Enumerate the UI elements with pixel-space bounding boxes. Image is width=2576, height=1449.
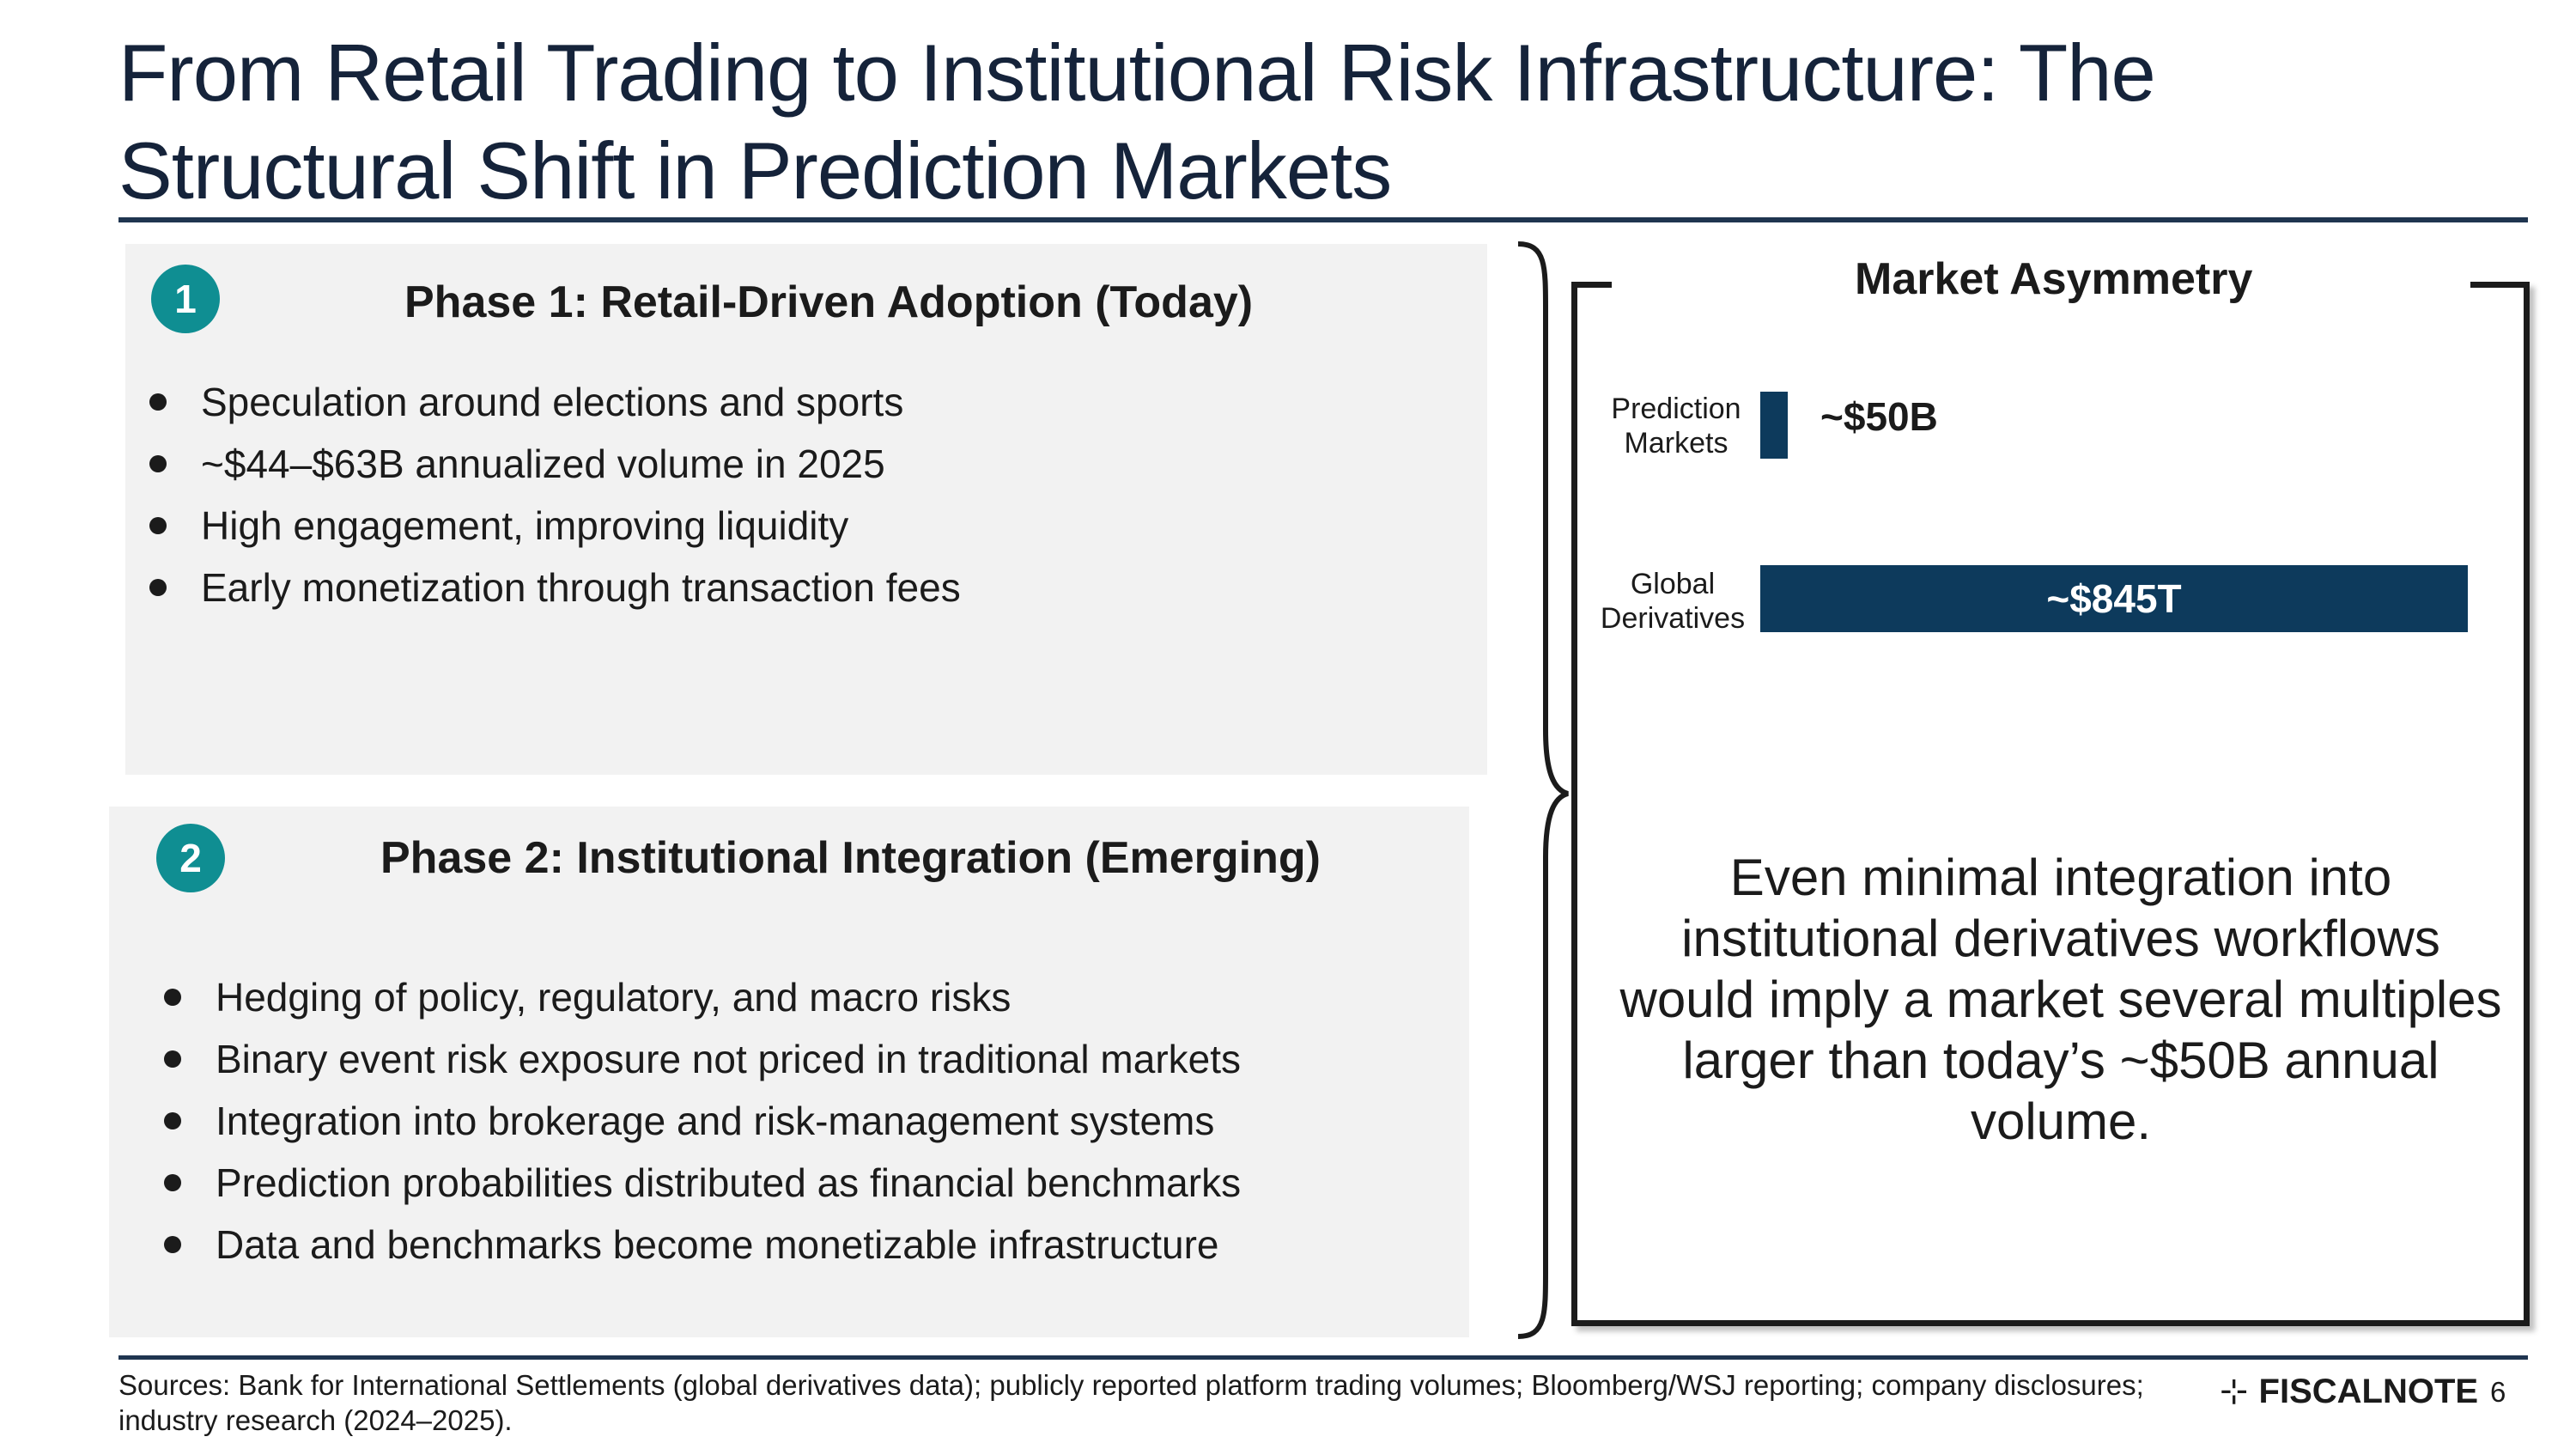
phase1-number-badge: 1 <box>151 265 220 333</box>
bullet-text: High engagement, improving liquidity <box>201 503 849 548</box>
footer-divider <box>118 1355 2528 1360</box>
bullet-text: Speculation around elections and sports <box>201 380 904 424</box>
asymmetry-statement: Even minimal integration into institutio… <box>1619 849 2502 1150</box>
bullet-text: ~$44–$63B annualized volume in 2025 <box>201 441 885 486</box>
bar-global-derivatives <box>1760 565 2468 632</box>
list-item: Prediction probabilities distributed as … <box>159 1152 1241 1214</box>
bullet-icon <box>164 989 181 1006</box>
bar-value-global-derivatives: ~$845T <box>2046 576 2182 621</box>
phase1-bullet-list: Speculation around elections and sports … <box>144 371 961 618</box>
list-item: Hedging of policy, regulatory, and macro… <box>159 966 1241 1028</box>
logo-text: FISCALNOTE <box>2258 1373 2479 1410</box>
page-number: 6 <box>2490 1376 2506 1408</box>
phase2-panel: 2 Phase 2: Institutional Integration (Em… <box>109 807 1469 1337</box>
list-item: Integration into brokerage and risk-mana… <box>159 1090 1241 1152</box>
logo-mark-icon: ⊹ <box>2220 1373 2249 1410</box>
phase1-title: Phase 1: Retail-Driven Adoption (Today) <box>404 277 1254 327</box>
list-item: High engagement, improving liquidity <box>144 495 961 557</box>
bullet-text: Data and benchmarks become monetizable i… <box>216 1222 1219 1267</box>
bullet-text: Binary event risk exposure not priced in… <box>216 1037 1242 1081</box>
list-item: Early monetization through transaction f… <box>144 557 961 618</box>
bar-label-global-derivatives: Global Derivatives <box>1600 568 1746 635</box>
bullet-text: Prediction probabilities distributed as … <box>216 1160 1242 1205</box>
slide-title: From Retail Trading to Institutional Ris… <box>118 27 2156 216</box>
bullet-icon <box>164 1050 181 1068</box>
bullet-text: Early monetization through transaction f… <box>201 565 961 610</box>
phase2-title: Phase 2: Institutional Integration (Emer… <box>380 833 1321 883</box>
sources-note: Sources: Bank for International Settleme… <box>118 1369 2144 1436</box>
bullet-icon <box>164 1236 181 1253</box>
phase1-panel: 1 Phase 1: Retail-Driven Adoption (Today… <box>125 244 1487 775</box>
curly-brace-icon <box>1517 241 1569 1339</box>
bullet-icon <box>149 517 167 534</box>
bullet-text: Integration into brokerage and risk-mana… <box>216 1099 1215 1143</box>
bullet-icon <box>164 1112 181 1129</box>
bar-value-prediction-markets: ~$50B <box>1820 394 1938 439</box>
list-item: ~$44–$63B annualized volume in 2025 <box>144 433 961 495</box>
market-asymmetry-title: Market Asymmetry <box>1855 254 2253 304</box>
bullet-icon <box>164 1174 181 1191</box>
phase2-number-badge: 2 <box>156 824 225 892</box>
title-divider <box>118 217 2528 222</box>
list-item: Binary event risk exposure not priced in… <box>159 1028 1241 1090</box>
phase2-bullet-list: Hedging of policy, regulatory, and macro… <box>159 966 1241 1275</box>
bullet-text: Hedging of policy, regulatory, and macro… <box>216 975 1012 1020</box>
bullet-icon <box>149 579 167 596</box>
fiscalnote-logo: ⊹ FISCALNOTE <box>2220 1372 2478 1411</box>
bullet-icon <box>149 393 167 411</box>
list-item: Data and benchmarks become monetizable i… <box>159 1214 1241 1275</box>
bar-label-prediction-markets: Prediction Markets <box>1611 393 1741 460</box>
list-item: Speculation around elections and sports <box>144 371 961 433</box>
bar-prediction-markets <box>1760 392 1788 459</box>
market-asymmetry-box <box>1571 279 2530 1326</box>
bullet-icon <box>149 455 167 472</box>
